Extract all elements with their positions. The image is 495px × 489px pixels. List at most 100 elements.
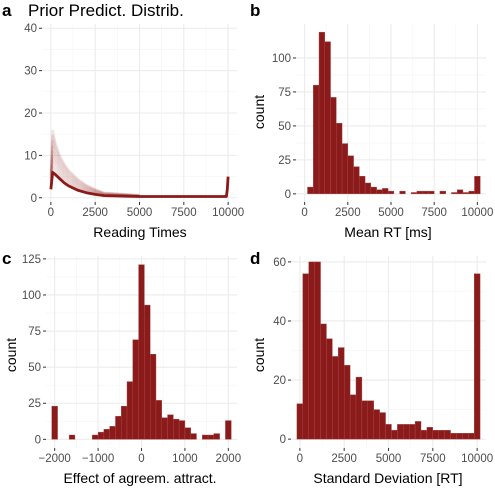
panel-c-xtick-label: 0 — [138, 453, 144, 465]
panel-b-plot: 0 2500 5000 7500 10000 0 25 50 75 100 — [272, 24, 493, 219]
panel-b-bar — [474, 175, 481, 195]
panel-d-bar — [314, 261, 321, 440]
panel-d-bar — [302, 273, 309, 440]
panel-c-bar — [97, 431, 105, 440]
panel-b-bar — [468, 190, 475, 195]
panel-c-bar — [132, 339, 139, 440]
panel-b-xtick-label: 5000 — [378, 207, 404, 219]
panel-c-ytick-label: 25 — [28, 398, 41, 410]
panel-d-xtick-label: 5000 — [376, 453, 402, 465]
panel-a-ytick-label: 20 — [24, 108, 37, 120]
panel-a-xtick-label: 5000 — [127, 207, 153, 219]
panel-d-bar — [320, 323, 327, 440]
panel-c-bar — [144, 304, 151, 440]
panel-b-xtick-label: 0 — [301, 207, 307, 219]
panel-c: c −2000 −1000 0 1000 2000 0 25 50 75 100 125 Effec… — [2, 249, 241, 486]
panel-c-ytick-label: 0 — [35, 434, 41, 446]
panel-c-bar — [207, 434, 215, 440]
panel-c-bar — [92, 434, 99, 440]
panel-a-mean-line — [49, 170, 230, 198]
panel-c-bar — [138, 264, 145, 440]
panel-d-bar — [332, 356, 339, 440]
panel-b-bar — [416, 190, 423, 195]
panel-b-xtick-label: 7500 — [421, 207, 447, 219]
panel-b-xlabel: Mean RT [ms] — [344, 224, 431, 240]
panel-b-bar — [359, 175, 366, 195]
panel-c-bar — [173, 418, 180, 440]
panel-d-bar — [403, 424, 410, 440]
panel-d-xtick-label: 0 — [297, 453, 303, 465]
panel-c-ylabel: count — [3, 338, 19, 372]
panel-b-ytick-label: 100 — [272, 53, 291, 65]
panel-b-bar — [387, 190, 395, 195]
panel-a-xtick-label: 0 — [48, 207, 54, 219]
panel-b-bar — [313, 84, 320, 195]
panel-c-bar — [225, 420, 232, 440]
panel-d-ytick-label: 20 — [273, 375, 286, 387]
panel-d-bar — [385, 424, 392, 440]
panel-a-title: Prior Predict. Distrib. — [28, 1, 184, 20]
panel-c-bar — [178, 420, 186, 440]
panel-d-ytick-label: 0 — [280, 434, 286, 446]
panel-d-bar — [438, 430, 445, 440]
panel-d-bar — [338, 347, 345, 440]
panel-a-band-line — [49, 129, 140, 197]
panel-c-bar — [103, 429, 110, 440]
panel-d: d 0 2500 5000 7500 10000 0 20 40 60 Standard Dev… — [250, 249, 493, 486]
panel-b-ylabel: count — [251, 95, 267, 129]
panel-a-band-line — [49, 135, 140, 197]
panel-b-ytick-label: 50 — [278, 121, 291, 133]
panel-c-bar — [155, 400, 162, 440]
panel-d-bar — [408, 424, 416, 440]
panel-b-xtick-label: 2500 — [335, 207, 361, 219]
panel-c-bar — [68, 434, 76, 440]
panel-c-bar — [202, 434, 209, 440]
panel-a-plot: 0 2500 5000 7500 10000 0 10 20 30 40 — [24, 23, 244, 219]
panel-c-xtick-label: 1000 — [172, 453, 198, 465]
panel-d-bar — [468, 433, 475, 440]
panel-a-xtick-label: 7500 — [171, 207, 197, 219]
panel-d-bar — [444, 430, 451, 440]
panel-b-ytick-label: 0 — [285, 189, 291, 201]
panel-c-bar — [51, 405, 58, 440]
panel-b-bar — [439, 190, 446, 195]
panel-d-bar — [397, 424, 404, 440]
panel-b-bar — [382, 188, 389, 195]
panel-d-bar — [367, 400, 374, 440]
panel-b-ytick-label: 25 — [278, 155, 291, 167]
panel-d-xlabel: Standard Deviation [RT] — [313, 470, 462, 486]
panel-c-xtick-label: −1000 — [82, 453, 114, 465]
panel-d-bar — [349, 394, 357, 440]
panel-d-xtick-label: 10000 — [461, 453, 493, 465]
panel-d-bar — [414, 421, 422, 440]
panel-b-bar — [457, 189, 464, 195]
panel-a-ytick-label: 30 — [24, 66, 37, 78]
panel-b-bar — [347, 155, 354, 195]
panel-a-ytick-label: 40 — [24, 23, 37, 35]
panel-d-bar — [432, 430, 439, 440]
panel-c-bar — [115, 416, 122, 440]
panel-a-label: a — [2, 1, 12, 20]
panel-b-bar — [399, 190, 406, 195]
panel-d-bar — [473, 273, 481, 440]
panel-d-bar — [361, 400, 369, 440]
panel-c-bar — [184, 427, 191, 440]
panel-b-bar — [336, 122, 343, 195]
panel-c-xlabel: Effect of agreem. attract. — [63, 470, 216, 486]
panel-a-xlabel: Reading Times — [93, 224, 186, 240]
panel-c-label: c — [2, 249, 11, 268]
panel-c-bar — [167, 414, 174, 440]
panel-b-bar — [422, 190, 429, 195]
panel-c-ytick-label: 50 — [28, 362, 41, 374]
panel-b-bar — [370, 186, 377, 195]
panel-b-xtick-label: 10000 — [461, 207, 493, 219]
panel-b-bar — [324, 41, 331, 195]
panel-a-xtick-label: 10000 — [212, 207, 244, 219]
panel-b-bar — [376, 189, 383, 195]
panel-c-xtick-label: −2000 — [39, 453, 71, 465]
panel-d-bar — [343, 365, 351, 440]
panel-d-bar — [456, 433, 463, 440]
panel-d-bar — [426, 427, 434, 440]
panel-d-bar — [462, 433, 469, 440]
panel-d-xtick-label: 2500 — [331, 453, 357, 465]
